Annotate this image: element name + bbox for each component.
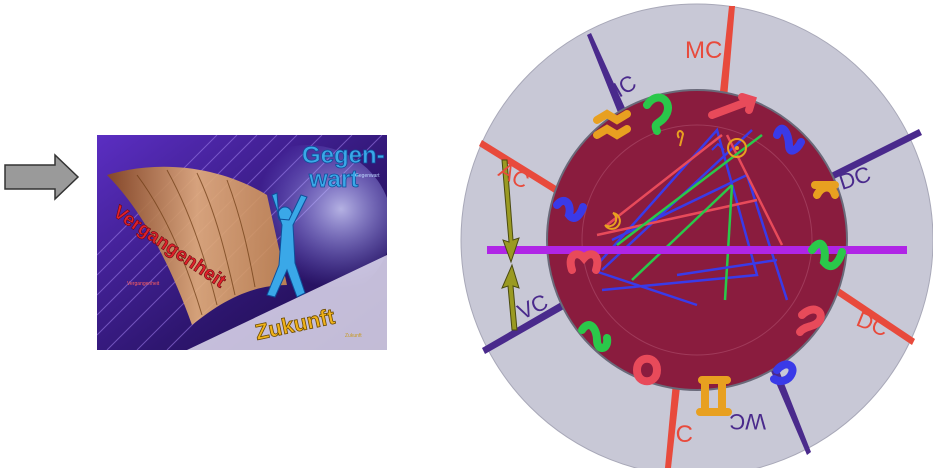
inner-disc — [546, 89, 848, 391]
aries-icon — [566, 250, 602, 274]
small-label-present: Gegenwart — [355, 173, 380, 179]
small-label-future: Zukunft — [345, 333, 362, 339]
capricorn-icon — [578, 321, 612, 352]
word-present-1: Gegen- — [302, 142, 385, 169]
astrology-wheel: MC IC AC DC VC DC WC IC — [460, 3, 933, 468]
small-label-past: Vergangenheit — [127, 281, 160, 287]
vc-spike — [482, 290, 585, 354]
mercury-icon — [676, 130, 685, 147]
word-present-2: wart — [308, 166, 358, 193]
zodiac-glyphs — [553, 93, 846, 416]
double-arrow-icon — [501, 159, 520, 331]
horizon-axis-bar — [487, 246, 907, 254]
label-ic-bottom: IC — [669, 421, 693, 448]
label-wc: WC — [729, 409, 766, 434]
cancer-icon — [796, 305, 825, 336]
libra-icon — [811, 181, 839, 199]
aspect-lines — [591, 127, 789, 307]
aquarius-icon — [593, 109, 631, 140]
gemini-icon — [696, 376, 732, 416]
right-arrow-icon — [4, 153, 80, 201]
moon-icon — [604, 212, 621, 230]
dc-right-spike — [809, 129, 922, 190]
sun-icon — [727, 138, 747, 158]
leo-icon — [643, 93, 672, 135]
label-mc: MC — [685, 37, 722, 64]
virgo-icon — [808, 239, 846, 271]
time-concept-image: Gegen- wart Gegenwart Vergangenheit Verg… — [97, 135, 387, 350]
scorpio-icon — [773, 124, 805, 155]
pisces-icon — [770, 360, 797, 385]
virgo-small-icon — [553, 196, 587, 222]
sagittarius-icon — [708, 93, 757, 119]
taurus-icon — [633, 354, 662, 386]
venus-icon — [711, 142, 725, 151]
planet-glyphs — [604, 130, 747, 230]
